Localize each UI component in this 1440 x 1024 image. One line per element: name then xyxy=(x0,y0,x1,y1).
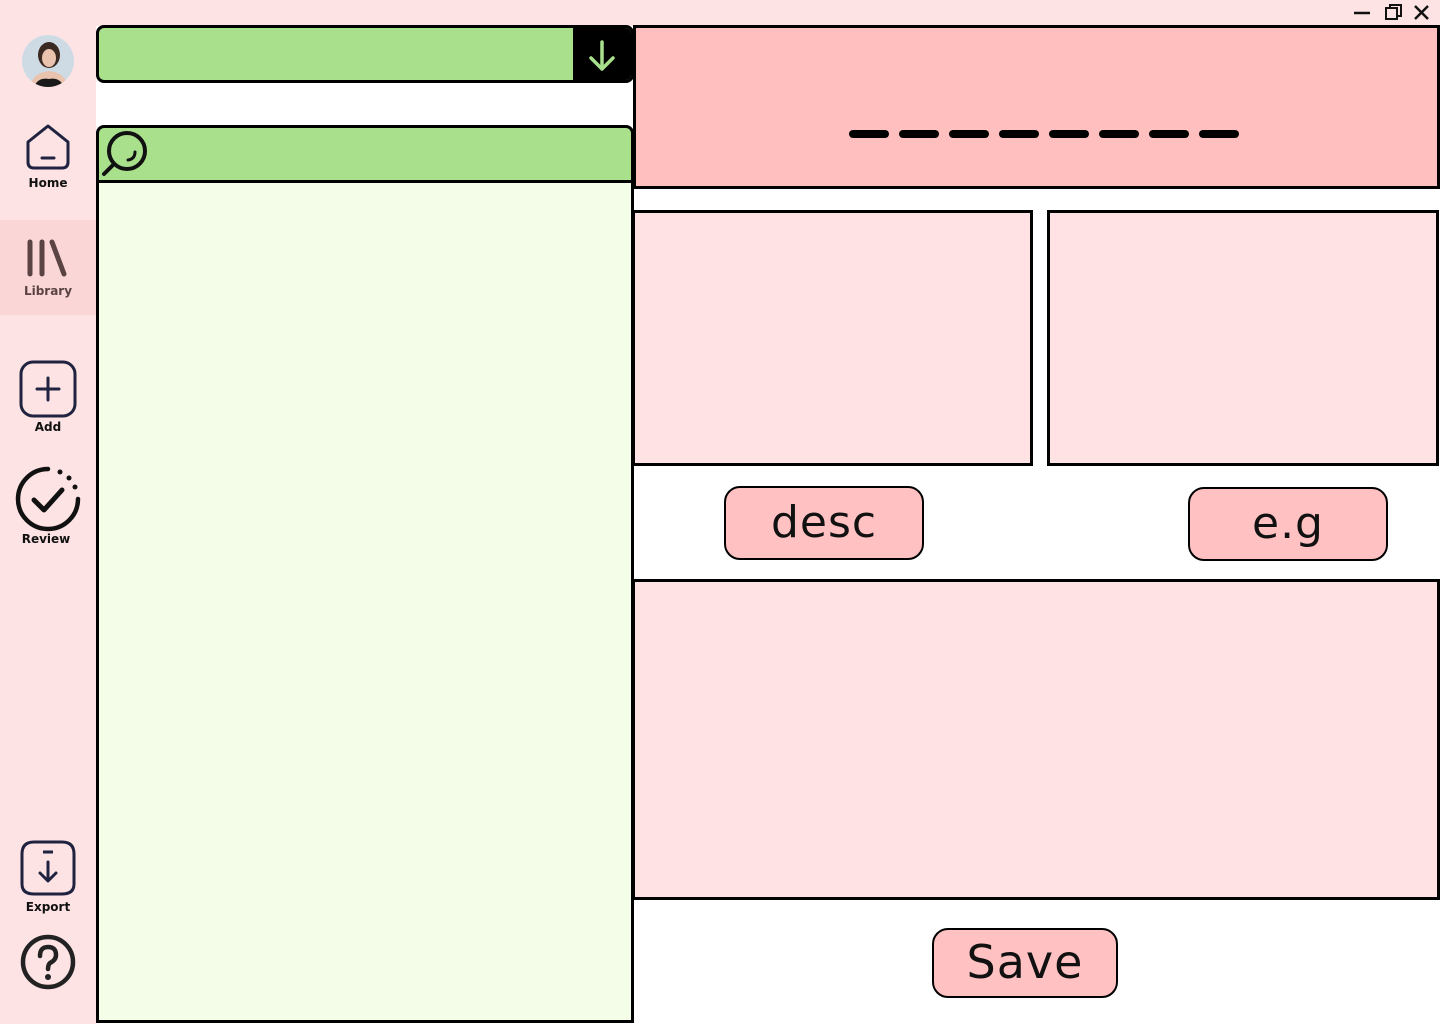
help-button[interactable] xyxy=(20,934,78,992)
deck-selector[interactable] xyxy=(96,25,634,83)
notes-field[interactable] xyxy=(632,579,1440,900)
letter-blank xyxy=(999,130,1039,138)
home-icon xyxy=(26,124,70,170)
sidebar-item-label: Add xyxy=(34,420,62,434)
close-icon xyxy=(1414,5,1429,20)
sidebar-item-library[interactable]: Library xyxy=(0,220,96,315)
restore-icon xyxy=(1385,4,1402,20)
description-field[interactable] xyxy=(632,210,1033,466)
search-icon xyxy=(102,131,147,176)
letter-blank xyxy=(899,130,939,138)
title-bar xyxy=(96,0,1440,26)
letter-blank xyxy=(1199,130,1239,138)
sidebar-item-label: Export xyxy=(25,900,71,914)
word-display xyxy=(633,25,1440,189)
letter-blank xyxy=(1149,130,1189,138)
desc-button[interactable]: desc xyxy=(724,486,924,560)
minimize-icon xyxy=(1354,11,1370,15)
close-button[interactable] xyxy=(1410,2,1434,24)
sidebar-item-review[interactable]: Review xyxy=(0,466,96,556)
example-button[interactable]: e.g xyxy=(1188,487,1388,561)
dropdown-button[interactable] xyxy=(573,28,631,80)
chevron-down-icon xyxy=(589,40,615,71)
help-icon xyxy=(20,934,76,990)
sidebar-item-label: Library xyxy=(23,284,73,298)
sidebar-item-export[interactable]: Export xyxy=(0,836,96,916)
search-input[interactable] xyxy=(96,125,634,183)
sidebar-item-home[interactable]: Home xyxy=(0,120,96,216)
restore-button[interactable] xyxy=(1382,2,1406,24)
sidebar-item-label: Home xyxy=(28,176,68,190)
minimize-button[interactable] xyxy=(1350,2,1374,24)
export-icon xyxy=(20,840,76,896)
save-button[interactable]: Save xyxy=(932,928,1118,998)
sidebar-item-label: Review xyxy=(21,532,71,546)
sidebar-item-add[interactable]: Add xyxy=(0,358,96,438)
sidebar: Home Library Add Review xyxy=(0,0,96,1024)
letter-blank xyxy=(949,130,989,138)
letter-blank xyxy=(1049,130,1089,138)
avatar[interactable] xyxy=(22,35,74,87)
letter-blank xyxy=(849,130,889,138)
letter-blank xyxy=(1099,130,1139,138)
card-list[interactable] xyxy=(96,180,634,1023)
add-icon xyxy=(19,360,77,418)
review-icon xyxy=(15,466,81,532)
library-icon xyxy=(27,239,67,277)
example-field[interactable] xyxy=(1047,210,1439,466)
